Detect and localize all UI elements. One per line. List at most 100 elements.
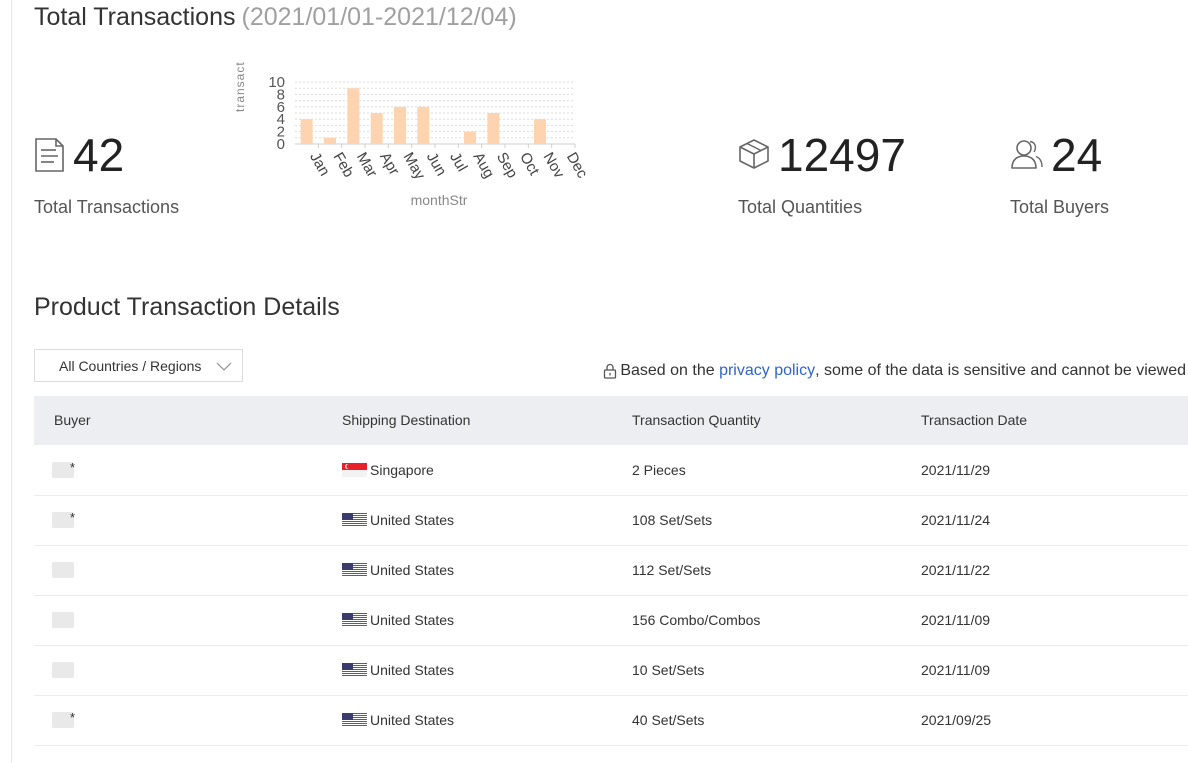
quantity-cell: 112 Set/Sets <box>632 562 712 578</box>
quantity-cell: 10 Set/Sets <box>632 662 705 678</box>
buyers-label: Total Buyers <box>1010 197 1110 217</box>
left-border <box>11 0 12 763</box>
buyer-mask-text: * <box>70 460 76 475</box>
bar <box>394 106 406 144</box>
transactions-value: 42 <box>73 129 125 181</box>
table-row: * United States 108 Set/Sets 2021/11/24 <box>34 496 1188 546</box>
buyer-blur <box>52 562 74 578</box>
buyers-value: 24 <box>1051 129 1103 181</box>
us-flag-icon <box>342 513 367 527</box>
country-region-dropdown[interactable]: All Countries / Regions <box>34 349 243 382</box>
privacy-prefix: Based on the <box>620 362 720 379</box>
buyer-masked <box>52 558 92 582</box>
x-tick-label: Jan <box>306 150 333 179</box>
bar <box>324 137 336 144</box>
table-row: * Singapore 2 Pieces 2021/11/29 <box>34 446 1188 496</box>
y-tick-label: 6 <box>277 99 285 116</box>
x-tick-label: Oct <box>516 150 543 179</box>
buyer-blur <box>52 612 74 628</box>
quantities-label: Total Quantities <box>738 197 863 217</box>
bar <box>487 113 500 144</box>
quantity-cell: 156 Combo/Combos <box>632 612 761 628</box>
buyer-masked: * <box>52 508 92 532</box>
dropdown-selected-value: All Countries / Regions <box>59 358 202 374</box>
buyer-mask-text: * <box>70 510 76 525</box>
us-flag-icon <box>342 713 367 727</box>
box-icon <box>739 139 769 169</box>
buyer-blur <box>52 512 74 528</box>
destination-cell: United States <box>342 512 454 528</box>
x-tick-label: Dec <box>563 150 591 182</box>
privacy-policy-link[interactable]: privacy policy <box>719 362 816 379</box>
destination-name: Singapore <box>370 462 434 478</box>
destination-name: United States <box>370 612 455 628</box>
quantity-cell: 108 Set/Sets <box>632 512 713 528</box>
users-icon <box>1011 140 1043 169</box>
us-flag-icon <box>342 663 367 677</box>
section-title: Product Transaction Details <box>34 293 340 321</box>
singapore-flag-icon <box>342 463 367 477</box>
destination-cell: United States <box>342 662 454 678</box>
x-tick-label: Feb <box>330 150 358 181</box>
privacy-suffix: , some of the data is sensitive and cann… <box>815 362 1186 379</box>
x-tick-label: May <box>400 150 429 183</box>
table-row: * United States 40 Set/Sets 2021/09/25 <box>34 696 1188 746</box>
destination-name: United States <box>370 562 455 578</box>
bar <box>347 88 360 144</box>
column-header-quantity: Transaction Quantity <box>632 412 761 428</box>
x-tick-label: Aug <box>470 150 498 182</box>
quantity-cell: 40 Set/Sets <box>632 712 705 728</box>
buyer-blur <box>52 462 74 478</box>
column-header-destination: Shipping Destination <box>342 412 471 428</box>
date-cell: 2021/11/09 <box>921 662 991 678</box>
privacy-notice: Based on the privacy policy, some of the… <box>603 362 1186 380</box>
quantity-cell: 2 Pieces <box>632 462 686 478</box>
column-header-date: Transaction Date <box>921 412 1028 428</box>
table-header: Buyer Shipping Destination Transaction Q… <box>34 396 1188 445</box>
x-tick-label: Jul <box>446 150 470 175</box>
buyer-masked: * <box>52 458 92 482</box>
transactions-by-month-chart: 0 2 4 6 8 10 transact Jan Feb Mar Apr May Jun Jul Aug S… <box>225 52 595 212</box>
destination-cell: United States <box>342 712 454 728</box>
x-tick-label: Mar <box>353 150 381 181</box>
table-row: United States 10 Set/Sets 2021/11/09 <box>34 646 1188 696</box>
y-tick-label: 2 <box>277 124 285 141</box>
quantities-value: 12497 <box>778 129 906 181</box>
column-header-buyer: Buyer <box>54 412 91 428</box>
destination-name: United States <box>370 512 455 528</box>
y-tick-label: 8 <box>277 86 285 103</box>
stat-total-transactions: 42 Total Transactions <box>34 130 224 225</box>
transactions-label: Total Transactions <box>34 197 180 217</box>
destination-cell: Singapore <box>342 462 434 478</box>
bar <box>534 119 546 144</box>
destination-name: United States <box>370 712 455 728</box>
y-axis-label: transact <box>233 61 247 112</box>
date-cell: 2021/11/24 <box>921 512 991 528</box>
page-title: Total Transactions (2021/01/01-2021/12/04… <box>34 2 517 32</box>
buyer-masked <box>52 658 92 682</box>
date-cell: 2021/09/25 <box>921 712 992 728</box>
buyer-masked: * <box>52 708 92 732</box>
destination-cell: United States <box>342 612 454 628</box>
buyer-masked <box>52 608 92 632</box>
destination-name: United States <box>370 662 455 678</box>
date-cell: 2021/11/22 <box>921 562 991 578</box>
bar <box>464 131 476 144</box>
destination-cell: United States <box>342 562 454 578</box>
chevron-down-icon <box>216 362 232 371</box>
bar <box>300 119 313 144</box>
table-row: United States 112 Set/Sets 2021/11/22 <box>34 546 1188 596</box>
buyer-blur <box>52 712 74 728</box>
document-icon <box>35 138 64 172</box>
y-tick-label: 4 <box>277 111 285 128</box>
x-tick-label: Sep <box>493 150 521 182</box>
y-tick-label: 10 <box>268 74 285 91</box>
bar <box>370 113 383 144</box>
us-flag-icon <box>342 613 367 627</box>
y-tick-label: 0 <box>277 136 285 153</box>
buyer-mask-text: * <box>70 710 76 725</box>
date-cell: 2021/11/29 <box>921 462 991 478</box>
stat-total-quantities: 12497 Total Quantities <box>738 130 938 225</box>
stat-total-buyers: 24 Total Buyers <box>1010 130 1180 225</box>
page-title-text: Total Transactions <box>34 3 236 31</box>
